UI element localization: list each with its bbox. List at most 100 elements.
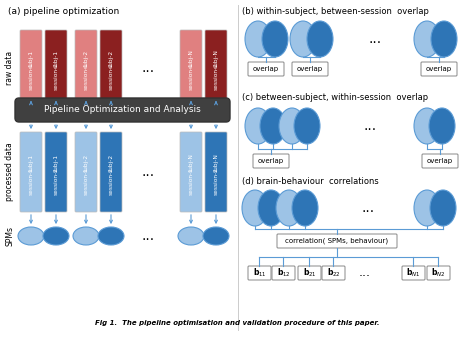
Text: $\mathbf{b}_{11}$: $\mathbf{b}_{11}$ [253,267,266,279]
FancyBboxPatch shape [75,132,97,212]
Text: overlap: overlap [297,66,323,72]
FancyBboxPatch shape [100,30,122,105]
Text: ...: ... [364,119,376,133]
FancyBboxPatch shape [272,266,295,280]
Text: overlap: overlap [427,158,453,164]
FancyBboxPatch shape [15,98,230,122]
Ellipse shape [307,21,333,57]
Text: subj-N: subj-N [189,49,193,68]
FancyBboxPatch shape [277,234,397,248]
Ellipse shape [294,108,320,144]
Ellipse shape [430,190,456,226]
FancyBboxPatch shape [421,62,457,76]
Ellipse shape [431,21,457,57]
FancyBboxPatch shape [402,266,425,280]
Text: Fig 1.  The pipeline optimisation and validation procedure of this paper.: Fig 1. The pipeline optimisation and val… [95,320,379,326]
Ellipse shape [43,227,69,245]
Text: (c) between-subject, within-session  overlap: (c) between-subject, within-session over… [242,93,428,102]
Text: $\mathbf{b}_{21}$: $\mathbf{b}_{21}$ [302,267,317,279]
Text: ...: ... [141,229,155,243]
Text: $\mathbf{b}_{N2}$: $\mathbf{b}_{N2}$ [431,267,446,279]
Text: ...: ... [362,201,374,215]
Text: ...: ... [359,267,371,279]
Ellipse shape [178,227,204,245]
FancyBboxPatch shape [322,266,345,280]
FancyBboxPatch shape [20,132,42,212]
Ellipse shape [290,21,316,57]
Ellipse shape [18,227,44,245]
Ellipse shape [203,227,229,245]
Ellipse shape [242,190,268,226]
Ellipse shape [279,108,305,144]
FancyBboxPatch shape [180,132,202,212]
Text: $\mathbf{b}_{22}$: $\mathbf{b}_{22}$ [327,267,340,279]
Text: (d) brain-behaviour  correlations: (d) brain-behaviour correlations [242,177,379,186]
Text: subj-2: subj-2 [83,154,89,172]
Text: subj-N: subj-N [213,154,219,172]
Text: $\mathbf{b}_{12}$: $\mathbf{b}_{12}$ [277,267,291,279]
Text: overlap: overlap [258,158,284,164]
Text: subj-1: subj-1 [54,50,58,68]
Ellipse shape [260,108,286,144]
Text: Pipeline Optimization and Analysis: Pipeline Optimization and Analysis [44,105,201,115]
FancyBboxPatch shape [205,30,227,105]
FancyBboxPatch shape [292,62,328,76]
Text: (b) within-subject, between-session  overlap: (b) within-subject, between-session over… [242,7,429,16]
FancyBboxPatch shape [20,30,42,105]
Ellipse shape [414,21,440,57]
Ellipse shape [98,227,124,245]
FancyBboxPatch shape [422,154,458,168]
Ellipse shape [73,227,99,245]
Text: overlap: overlap [253,66,279,72]
Text: subj-1: subj-1 [54,154,58,172]
FancyBboxPatch shape [298,266,321,280]
Ellipse shape [429,108,455,144]
Text: raw data: raw data [6,50,15,85]
Text: session-2: session-2 [54,63,58,90]
FancyBboxPatch shape [75,30,97,105]
Text: (a) pipeline optimization: (a) pipeline optimization [8,7,119,16]
FancyBboxPatch shape [205,132,227,212]
FancyBboxPatch shape [45,30,67,105]
FancyBboxPatch shape [180,30,202,105]
FancyBboxPatch shape [427,266,450,280]
FancyBboxPatch shape [248,62,284,76]
Text: SPMs: SPMs [6,226,15,246]
Text: overlap: overlap [426,66,452,72]
Text: subj-N: subj-N [189,154,193,172]
FancyBboxPatch shape [253,154,289,168]
Text: ...: ... [368,32,382,46]
FancyBboxPatch shape [45,132,67,212]
Text: session-2: session-2 [213,63,219,90]
Ellipse shape [245,108,271,144]
FancyBboxPatch shape [100,132,122,212]
Text: subj-2: subj-2 [109,49,113,68]
Text: processed data: processed data [6,142,15,201]
Text: $\mathbf{b}_{N1}$: $\mathbf{b}_{N1}$ [406,267,421,279]
Text: session-1: session-1 [189,167,193,195]
Text: ...: ... [141,61,155,74]
Text: ...: ... [141,165,155,179]
Text: session-1: session-1 [28,167,34,195]
Text: subj-2: subj-2 [83,49,89,68]
Ellipse shape [292,190,318,226]
Text: session-1: session-1 [83,167,89,195]
Text: session-2: session-2 [109,167,113,195]
Text: session-1: session-1 [28,63,34,90]
Text: session-2: session-2 [213,167,219,195]
Text: subj-1: subj-1 [28,154,34,172]
Ellipse shape [414,108,440,144]
Text: subj-N: subj-N [213,49,219,68]
Ellipse shape [245,21,271,57]
Text: session-1: session-1 [189,63,193,90]
FancyBboxPatch shape [248,266,271,280]
Text: session-2: session-2 [54,167,58,195]
Ellipse shape [414,190,440,226]
Ellipse shape [262,21,288,57]
Text: session-1: session-1 [83,63,89,90]
Ellipse shape [258,190,284,226]
Ellipse shape [276,190,302,226]
Text: subj-1: subj-1 [28,50,34,68]
Text: correlation( SPMs, behaviour): correlation( SPMs, behaviour) [285,238,389,244]
Text: session-2: session-2 [109,63,113,90]
